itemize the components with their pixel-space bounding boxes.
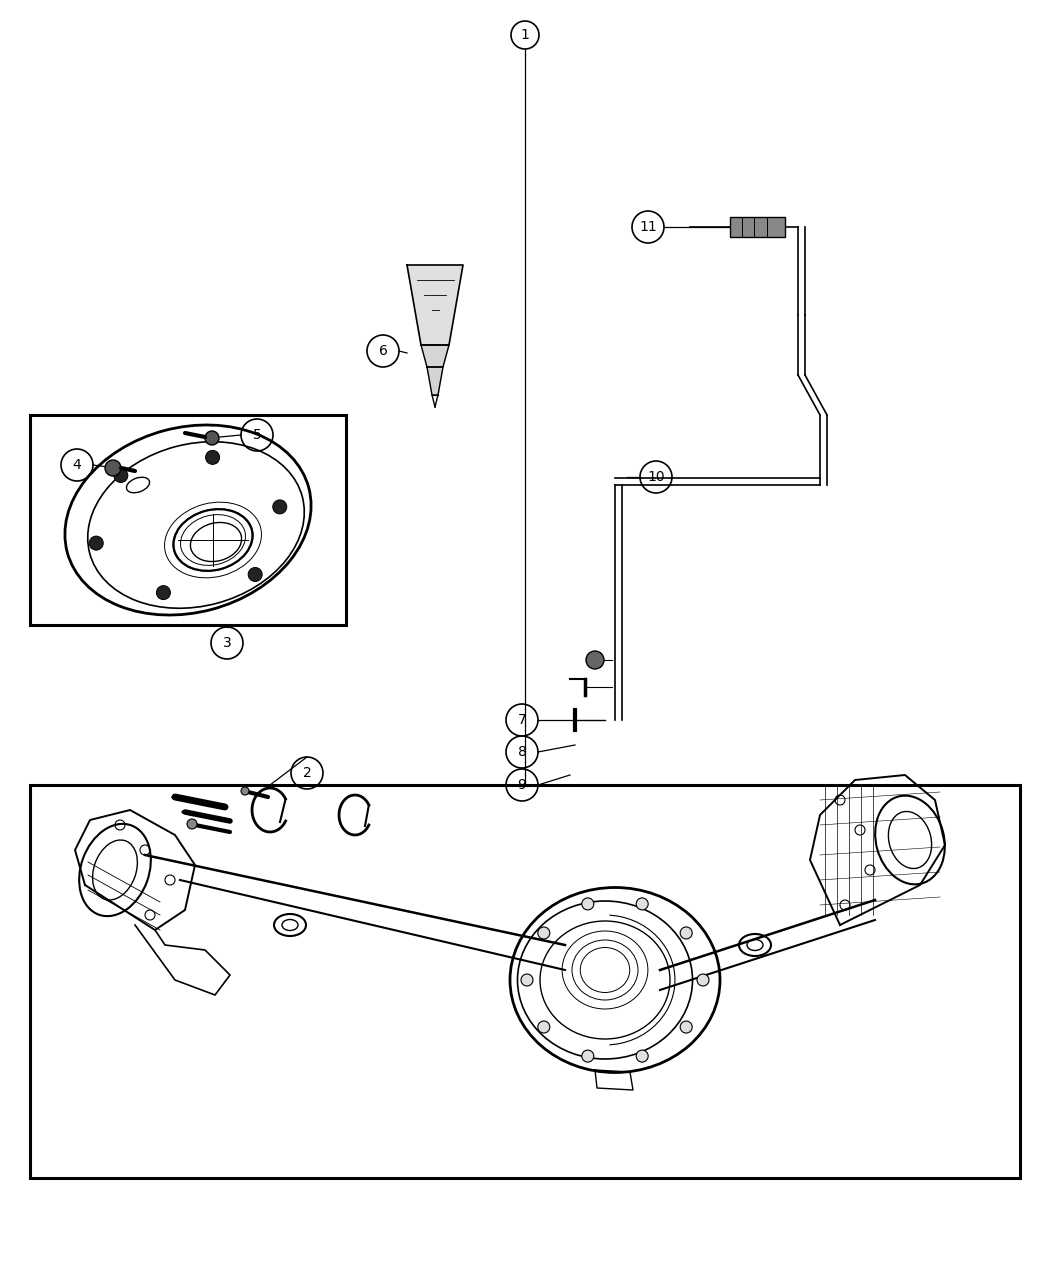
Text: 11: 11 (639, 221, 657, 235)
Circle shape (521, 974, 533, 986)
Text: 3: 3 (223, 636, 231, 650)
Circle shape (697, 974, 709, 986)
Circle shape (582, 898, 594, 910)
Circle shape (248, 567, 262, 581)
Circle shape (187, 819, 197, 829)
Text: 10: 10 (647, 470, 665, 484)
Text: 6: 6 (379, 344, 387, 358)
Circle shape (538, 927, 550, 938)
Circle shape (206, 450, 219, 464)
Polygon shape (421, 346, 449, 367)
Text: 5: 5 (253, 428, 261, 442)
Circle shape (680, 927, 692, 938)
Circle shape (242, 787, 249, 796)
Circle shape (105, 460, 121, 476)
Bar (30, 785, 1020, 1178)
Circle shape (680, 1021, 692, 1033)
FancyBboxPatch shape (730, 217, 785, 237)
Text: 9: 9 (518, 778, 526, 792)
Text: 2: 2 (302, 766, 312, 780)
Circle shape (89, 536, 103, 550)
Circle shape (586, 652, 604, 669)
Polygon shape (427, 367, 443, 395)
Circle shape (156, 585, 170, 599)
Bar (30, 414, 346, 625)
Text: 7: 7 (518, 713, 526, 727)
Circle shape (636, 898, 648, 910)
Text: 8: 8 (518, 745, 526, 759)
Circle shape (205, 431, 219, 445)
Circle shape (273, 500, 287, 514)
Circle shape (113, 468, 128, 482)
Circle shape (582, 1051, 594, 1062)
Circle shape (636, 1051, 648, 1062)
Text: 4: 4 (72, 458, 82, 472)
Text: 1: 1 (521, 28, 529, 42)
Polygon shape (407, 265, 463, 346)
Circle shape (538, 1021, 550, 1033)
